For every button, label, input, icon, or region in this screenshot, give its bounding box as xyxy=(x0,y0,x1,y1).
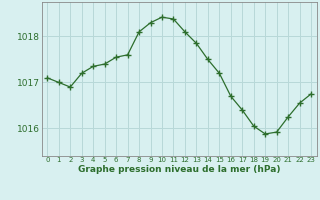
X-axis label: Graphe pression niveau de la mer (hPa): Graphe pression niveau de la mer (hPa) xyxy=(78,165,280,174)
